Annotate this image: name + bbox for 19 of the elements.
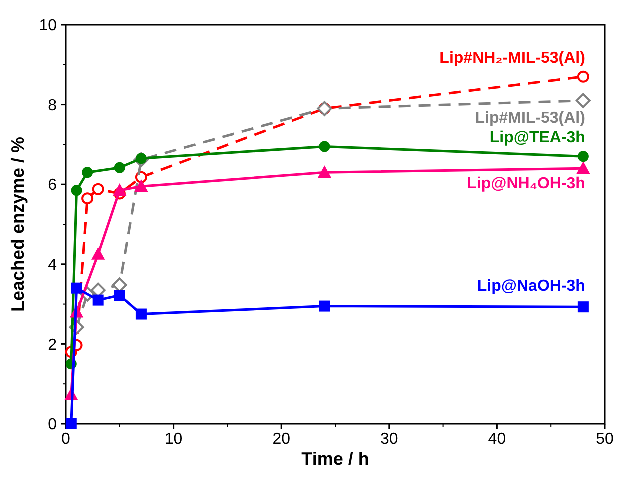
y-tick-label: 6 [48,177,58,194]
x-tick-label: 50 [596,431,614,448]
series-label: Lip@NH₄OH-3h [467,176,586,193]
x-axis-title: Time / h [302,449,370,469]
series-label: Lip@TEA-3h [490,130,586,147]
series-label: Lip@NaOH-3h [477,278,586,296]
x-tick-label: 30 [380,431,398,448]
y-tick-label: 4 [48,257,58,274]
x-tick-label: 10 [164,431,183,448]
x-tick-label: 0 [62,431,71,448]
y-tick-label: 10 [39,18,58,35]
series-label: Lip#NH₂-MIL-53(Al) [440,50,586,67]
y-tick-label: 2 [48,336,58,354]
y-axis-title: Leached enzyme / % [8,136,28,312]
x-tick-label: 20 [272,431,291,448]
y-tick-label: 8 [48,97,58,114]
series-label: Lip#MIL-53(Al) [475,110,586,127]
x-tick-label: 40 [488,431,506,448]
y-tick-label: 0 [48,416,58,434]
